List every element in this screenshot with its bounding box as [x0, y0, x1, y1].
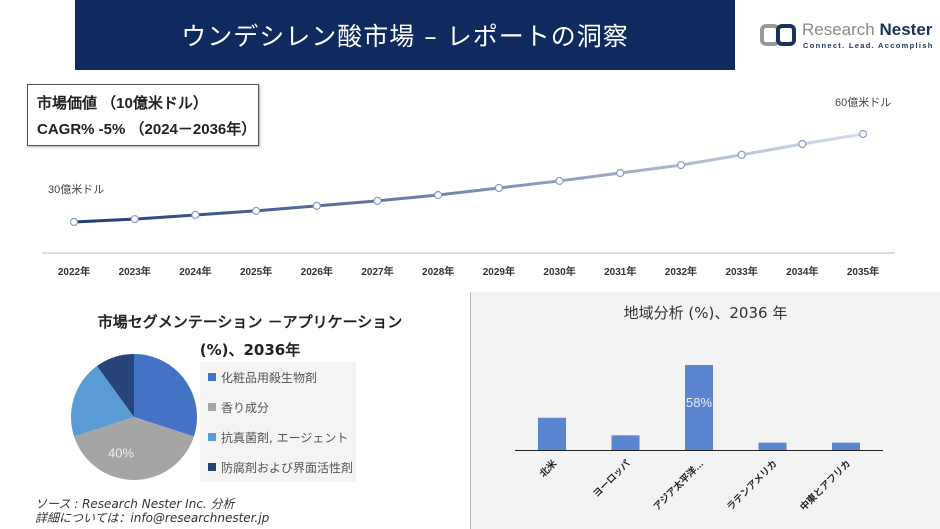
data-point	[798, 139, 807, 149]
pie-data-label: 40%	[108, 446, 134, 461]
data-point	[737, 150, 746, 159]
source-note: ソース : Research Nester Inc. 分析 詳細については：in…	[35, 497, 269, 525]
data-point	[69, 217, 79, 227]
legend-swatch	[208, 433, 216, 441]
x-tick-label: 2026年	[301, 265, 333, 278]
pie-legend: 化粧品用殺生物剤 香り成分抗真菌剤, エージェント 防腐剤および界面活性剤	[200, 362, 356, 482]
x-tick-label: 2027年	[361, 265, 393, 278]
legend-item: 化粧品用殺生物剤	[200, 362, 356, 392]
application-pie-chart: 40%	[71, 354, 197, 481]
bar-category-label: ラテンアメリカ	[725, 458, 779, 512]
x-tick-label: 2034年	[786, 265, 818, 278]
pie-slice	[74, 417, 194, 481]
x-tick-label: 2032年	[665, 265, 697, 278]
legend-label: 防腐剤および界面活性剤	[221, 460, 354, 475]
legend-label: 化粧品用殺生物剤	[221, 370, 318, 385]
x-tick-label: 2023年	[119, 265, 151, 278]
bar	[538, 417, 566, 450]
market-info-box: 市場価値 （10億米ドル） CAGR% -5% （2024－2036年）	[27, 84, 259, 146]
data-point	[191, 210, 200, 220]
pie-chart-title: 市場セグメンテーション －アプリケーション (%)、2036年	[60, 308, 440, 364]
contact-line: 詳細については：info@researchnester.jp	[35, 511, 270, 525]
bar-category-label: 中東とアフリカ	[798, 458, 854, 514]
bar-chart-title: 地域分析 (%)、2036 年	[623, 304, 788, 322]
data-point	[251, 206, 261, 215]
value-annotation: 60億米ドル	[835, 96, 891, 109]
regional-bar-chart: 北米 ヨーロッパ 58% アジア太平洋… ラテンアメリカ 中東とアフリカ	[515, 365, 883, 514]
legend-swatch	[208, 463, 216, 471]
data-point	[373, 196, 382, 205]
value-annotation: 30億米ドル	[48, 183, 104, 196]
research-nester-logo: Research Nester Connect. Lead. Accomplis…	[760, 20, 940, 50]
data-point	[555, 176, 564, 186]
report-title-banner: ウンデシレン酸市場 – レポートの洞察	[75, 0, 735, 70]
bar	[611, 435, 640, 450]
logo-tagline: Connect. Lead. Accomplish	[803, 41, 934, 50]
cagr-label: CAGR% -5% （2024－2036年）	[37, 121, 257, 138]
pie-title-line2: (%)、2036年	[199, 341, 301, 359]
logo-name: Research Nester	[802, 20, 933, 39]
data-point	[616, 168, 625, 178]
regional-analysis-panel: 地域分析 (%)、2036 年 北米 ヨーロッパ 58% アジア太平洋… ラテンアメリカ…	[470, 292, 940, 529]
bar-data-label: 58%	[686, 395, 712, 410]
legend-swatch	[208, 403, 216, 411]
x-tick-label: 2033年	[725, 265, 757, 278]
pie-slice	[71, 366, 134, 437]
bar	[758, 442, 787, 450]
legend-label: 香り成分	[221, 400, 270, 415]
market-value-line-chart: 2022年 2023年 2024年 2025年 2026年 2027年 2028年 2029年…	[42, 96, 895, 278]
x-tick-label: 2029年	[483, 265, 515, 278]
market-value-line	[73, 132, 864, 224]
source-line: ソース : Research Nester Inc. 分析	[35, 497, 235, 511]
report-title: ウンデシレン酸市場 – レポートの洞察	[181, 22, 629, 51]
bar-category-label: アジア太平洋…	[651, 458, 706, 513]
x-tick-label: 2024年	[179, 265, 211, 278]
data-point	[494, 183, 503, 193]
x-tick-label: 2022年	[58, 265, 90, 278]
x-tick-label: 2031年	[604, 265, 636, 278]
logo-icon	[760, 24, 796, 46]
market-value-label: 市場価値 （10億米ドル）	[37, 95, 208, 112]
legend-item: 香り成分	[200, 392, 356, 422]
legend-label: 抗真菌剤, エージェント	[221, 430, 349, 445]
data-point	[312, 201, 321, 210]
legend-item: 防腐剤および界面活性剤	[200, 452, 356, 482]
bar	[832, 442, 860, 450]
pie-slice	[96, 354, 134, 417]
legend-swatch	[208, 373, 216, 381]
bar-category-label: 北米	[537, 457, 559, 479]
data-point	[858, 129, 868, 139]
pie-slice	[134, 354, 197, 437]
x-tick-label: 2035年	[847, 265, 879, 278]
x-tick-label: 2030年	[543, 265, 575, 278]
data-point	[434, 190, 443, 200]
bar-category-label: ヨーロッパ	[591, 457, 633, 499]
bar	[685, 365, 713, 450]
pie-title-line1: 市場セグメンテーション －アプリケーション	[97, 313, 403, 331]
legend-item: 抗真菌剤, エージェント	[200, 422, 356, 452]
data-point	[676, 160, 686, 170]
data-point	[130, 214, 139, 224]
x-tick-label: 2028年	[422, 265, 454, 278]
x-tick-label: 2025年	[240, 265, 272, 278]
